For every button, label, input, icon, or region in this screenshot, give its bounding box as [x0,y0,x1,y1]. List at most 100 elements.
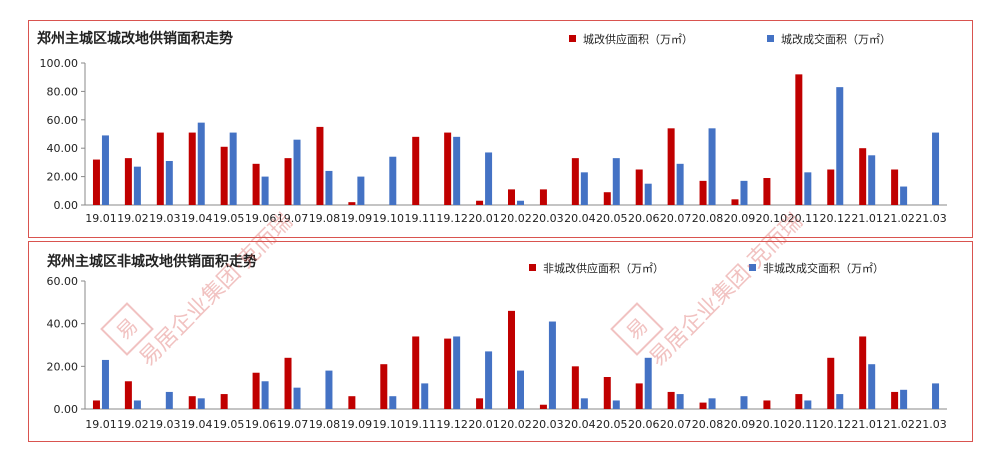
supply-bar-20.06 [635,169,643,205]
x-tick-label: 20.07 [660,418,692,431]
supply-bar-19.11 [412,136,420,205]
deal-bar-19.06 [261,381,269,409]
x-tick-label: 20.01 [468,212,500,225]
deal-bar-21.01 [868,364,876,409]
legend-swatch-2 [749,264,756,271]
deal-bar-20.01 [485,351,493,409]
supply-bar-20.01 [476,200,484,205]
deal-bar-20.09 [740,396,748,409]
deal-bar-19.01 [101,135,109,205]
supply-bar-19.08 [316,126,324,205]
supply-bar-19.05 [220,394,228,409]
x-tick-label: 20.08 [692,418,724,431]
supply-bar-20.07 [667,391,675,409]
x-tick-label: 20.03 [532,418,564,431]
deal-bar-19.03 [165,391,173,409]
supply-bar-19.02 [124,158,132,205]
deal-bar-20.05 [612,400,620,409]
deal-bar-21.02 [900,389,908,409]
supply-bar-20.03 [539,404,547,409]
supply-bar-19.01 [92,400,100,409]
deal-bar-19.02 [133,400,141,409]
deal-bar-19.07 [293,139,301,205]
deal-bar-20.04 [580,172,588,205]
x-tick-label: 20.05 [596,212,628,225]
deal-bar-20.11 [804,172,812,205]
supply-bar-19.10 [380,364,388,409]
x-tick-label: 21.02 [883,418,915,431]
x-tick-label: 20.11 [788,418,820,431]
supply-bar-20.07 [667,128,675,205]
supply-bar-19.06 [252,163,260,205]
supply-bar-20.12 [827,357,835,409]
deal-bar-19.10 [389,396,397,409]
y-tick-label: 60.00 [47,275,79,288]
deal-bar-21.01 [868,155,876,205]
deal-bar-19.11 [421,383,429,409]
x-tick-label: 20.09 [724,212,756,225]
supply-bar-19.05 [220,146,228,205]
deal-bar-19.08 [325,370,333,409]
x-tick-label: 20.10 [756,418,788,431]
supply-bar-19.09 [348,202,356,205]
y-tick-label: 0.00 [54,199,79,212]
supply-bar-20.11 [795,74,803,205]
supply-bar-19.01 [92,159,100,205]
deal-bar-20.02 [517,200,524,205]
supply-bar-20.05 [603,377,611,409]
x-tick-label: 19.01 [85,418,117,431]
y-tick-label: 100.00 [40,57,79,70]
legend-swatch-1 [529,264,536,271]
y-tick-label: 60.00 [47,114,79,127]
deal-bar-21.02 [900,186,908,205]
deal-bar-21.03 [932,132,940,205]
supply-bar-20.10 [763,400,771,409]
deal-bar-19.12 [453,136,461,205]
y-tick-label: 20.00 [47,360,79,373]
supply-bar-20.11 [795,394,803,409]
chart-title: 郑州主城区城改地供销面积走势 [37,30,233,47]
legend-label-2: 非城改成交面积（万㎡） [763,261,884,275]
x-tick-label: 19.05 [213,212,245,225]
x-tick-label: 20.02 [500,212,532,225]
supply-bar-19.12 [444,338,452,409]
supply-bar-20.03 [539,189,547,205]
deal-bar-20.06 [644,357,652,409]
x-tick-label: 20.07 [660,212,692,225]
x-tick-label: 19.10 [373,212,405,225]
y-tick-label: 20.00 [47,171,79,184]
x-tick-label: 20.04 [564,418,596,431]
x-tick-label: 20.03 [532,212,564,225]
x-tick-label: 19.11 [404,418,436,431]
supply-bar-20.12 [827,169,835,205]
x-tick-label: 20.08 [692,212,724,225]
deal-bar-20.09 [740,180,748,205]
y-tick-label: 0.00 [54,403,79,416]
x-tick-label: 19.09 [341,212,373,225]
x-tick-label: 19.01 [85,212,117,225]
deal-bar-19.04 [197,398,205,409]
x-tick-label: 21.01 [851,418,883,431]
x-tick-label: 20.12 [820,212,852,225]
x-tick-label: 19.07 [277,418,309,431]
x-tick-label: 20.10 [756,212,788,225]
deal-bar-19.06 [261,176,269,205]
supply-bar-19.02 [124,381,132,409]
deal-bar-20.07 [676,394,684,409]
legend-label-2: 城改成交面积（万㎡） [781,32,891,46]
x-tick-label: 20.04 [564,212,596,225]
x-tick-label: 19.08 [309,418,341,431]
x-tick-label: 19.03 [149,418,181,431]
x-tick-label: 19.12 [436,418,468,431]
x-tick-label: 19.05 [213,418,245,431]
supply-bar-20.05 [603,192,611,205]
x-tick-label: 19.04 [181,418,213,431]
supply-bar-19.04 [188,396,196,409]
x-tick-label: 21.03 [915,212,947,225]
deal-bar-19.10 [389,156,397,205]
supply-bar-19.03 [156,132,164,205]
supply-bar-19.12 [444,132,452,205]
supply-bar-21.02 [891,391,899,409]
legend-label-1: 非城改供应面积（万㎡） [543,261,664,275]
supply-bar-21.02 [891,169,899,205]
